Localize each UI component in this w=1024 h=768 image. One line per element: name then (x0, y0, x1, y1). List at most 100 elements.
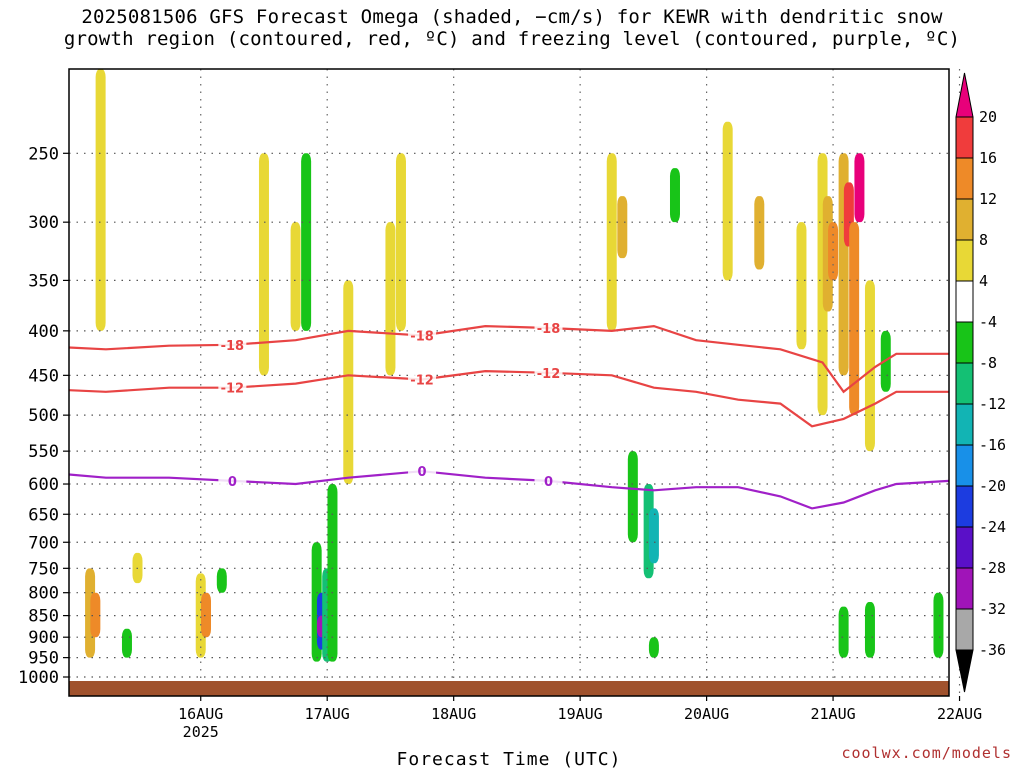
colorbar-swatch-4 (955, 280, 974, 323)
x-tick-label-22AUG: 22AUG (937, 705, 982, 723)
y-tick-label-400: 400 (28, 322, 59, 342)
contour-label-bg-1-2 (534, 364, 563, 381)
colorbar-label-12: -32 (979, 600, 1006, 618)
contour--12 (69, 369, 949, 428)
omega-cell-21 (627, 451, 638, 543)
colorbar-swatch-7 (955, 403, 974, 446)
y-tick-label-700: 700 (28, 533, 59, 553)
omega-cell-9 (290, 222, 301, 331)
y-tick-label-750: 750 (28, 559, 59, 579)
omega-cell-28 (796, 222, 807, 350)
omega-cell-36 (864, 280, 875, 452)
colorbar-swatch-3 (955, 239, 974, 282)
omega-cell-15 (327, 484, 338, 662)
omega-cell-38 (838, 606, 849, 658)
colorbar-swatch-11 (955, 567, 974, 610)
colorbar-swatch-2 (955, 198, 974, 241)
x-tick-year: 2025 (183, 723, 219, 741)
contour-label-1-2: -12 (537, 367, 561, 382)
contour-label-bg-2-2 (534, 472, 563, 489)
omega-cell-19 (606, 153, 617, 331)
omega-cell-10 (301, 153, 312, 331)
omega-cell-16 (343, 280, 354, 485)
omega-cell-25 (669, 168, 680, 223)
contour-label-0-0: -18 (410, 330, 434, 345)
omega-cell-40 (933, 592, 944, 658)
y-tick-label-250: 250 (28, 144, 59, 164)
omega-cell-7 (216, 568, 227, 593)
y-tick-label-900: 900 (28, 628, 59, 648)
x-tick-label-20AUG: 20AUG (684, 705, 729, 723)
y-tick-label-550: 550 (28, 442, 59, 462)
y-tick-label-350: 350 (28, 271, 59, 291)
colorbar-label-4: 4 (979, 272, 988, 290)
colorbar-swatch-10 (955, 526, 974, 569)
omega-cell-17 (385, 222, 396, 376)
x-tick-label-18AUG: 18AUG (431, 705, 476, 723)
omega-cell-35 (854, 153, 865, 223)
contour-label-1-0: -12 (410, 374, 434, 389)
omega-cell-27 (754, 196, 765, 270)
credit-link[interactable]: coolwx.com/models (841, 744, 1012, 762)
time-axis: 16AUG 17AUG 18AUG 19AUG 20AUG 21AUG 22AUG 2025 (178, 696, 982, 741)
colorbar-label-8: -16 (979, 436, 1006, 454)
contour-label-bg-0-2 (534, 320, 563, 337)
colorbar-swatch-12 (955, 608, 974, 651)
y-tick-label-850: 850 (28, 607, 59, 627)
chart-title: 2025081506 GFS Forecast Omega (shaded, −… (0, 6, 1024, 50)
x-axis-label: Forecast Time (UTC) (397, 749, 622, 768)
colorbar-swatch-1 (955, 157, 974, 200)
x-tick-label-19AUG: 19AUG (558, 705, 603, 723)
y-tick-label-800: 800 (28, 584, 59, 604)
y-tick-label-300: 300 (28, 213, 59, 233)
y-tick-label-1000: 1000 (18, 668, 59, 688)
colorbar: 20 16 12 8 4 -4 -8 -12 -16 -20 -24 -28 -32 -36 (955, 72, 1006, 693)
colorbar-swatch-8 (955, 444, 974, 487)
contour-label-2-1: 0 (228, 475, 237, 490)
colorbar-swatch-5 (955, 321, 974, 364)
x-tick-label-17AUG: 17AUG (305, 705, 350, 723)
y-tick-label-600: 600 (28, 475, 59, 495)
omega-cell-23 (648, 508, 659, 564)
colorbar-top-arrow (955, 72, 974, 118)
y-tick-label-650: 650 (28, 505, 59, 525)
contour-label-bg-2-0 (408, 463, 437, 480)
title-line-1: 2025081506 GFS Forecast Omega (shaded, −… (81, 6, 943, 28)
contour-label-bg-0-1 (218, 336, 247, 353)
pressure-axis: 2503003504004505005506006507007508008509… (18, 144, 69, 688)
contour--18 (69, 324, 949, 394)
omega-cell-6 (201, 592, 212, 638)
colorbar-label-6: -8 (979, 354, 997, 372)
omega-cell-8 (258, 153, 269, 376)
contour-label-2-0: 0 (418, 465, 427, 480)
x-tick-label-21AUG: 21AUG (810, 705, 855, 723)
y-tick-label-450: 450 (28, 366, 59, 386)
contour-label-bg-1-0 (408, 371, 437, 388)
contour-lines: -18 -18 -18 -12 -12 -12 0 0 0 (69, 320, 949, 510)
x-tick-label-16AUG: 16AUG (178, 705, 223, 723)
contour-label-bg-0-0 (408, 327, 437, 344)
contour-label-0-1: -18 (221, 339, 245, 354)
colorbar-label-11: -28 (979, 559, 1006, 577)
omega-cell-2 (95, 69, 106, 331)
y-tick-label-950: 950 (28, 649, 59, 669)
colorbar-label-10: -24 (979, 518, 1006, 536)
omega-cell-1 (90, 592, 101, 638)
colorbar-bottom-arrow (955, 649, 974, 693)
colorbar-label-9: -20 (979, 477, 1006, 495)
colorbar-label-2: 12 (979, 190, 997, 208)
omega-cell-31 (828, 222, 839, 281)
omega-cell-24 (648, 637, 659, 658)
colorbar-label-5: -4 (979, 313, 997, 331)
omega-shading (85, 69, 944, 662)
omega-cell-3 (121, 628, 132, 658)
contour-label-0-2: -18 (537, 322, 561, 337)
contour-label-2-2: 0 (544, 475, 553, 490)
colorbar-label-1: 16 (979, 149, 997, 167)
omega-cell-39 (864, 602, 875, 658)
colorbar-swatch-0 (955, 116, 974, 159)
ground-fill (69, 681, 949, 696)
contour-label-bg-1-1 (218, 379, 247, 396)
omega-cell-18 (395, 153, 406, 331)
